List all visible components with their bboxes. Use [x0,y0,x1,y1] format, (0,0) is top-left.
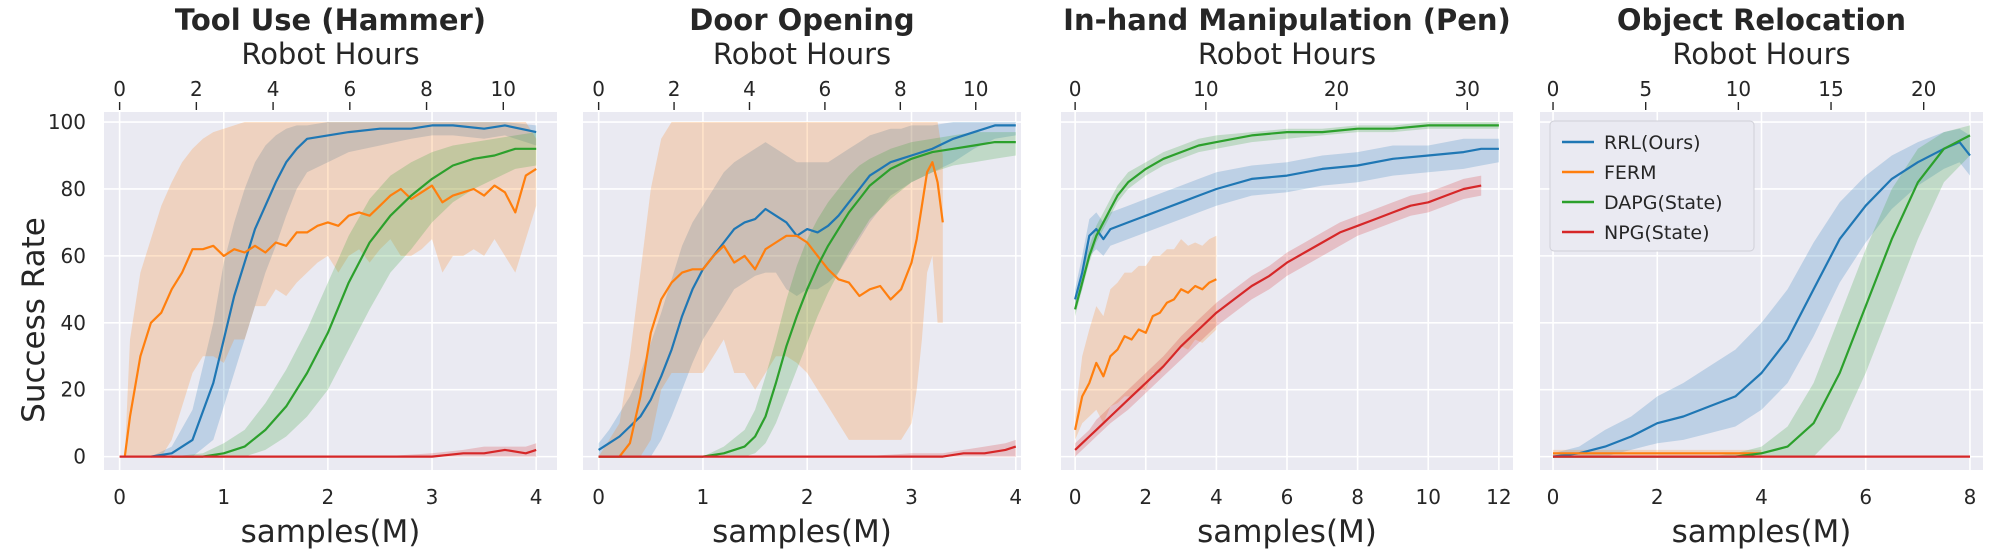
legend-label: NPG(State) [1604,222,1710,244]
plot-area [583,112,1021,470]
top-tick-label: 0 [1547,77,1560,101]
top-tick-label: 10 [1193,77,1218,101]
x-tick-label: 3 [426,485,439,509]
top-axis-label: Robot Hours [713,37,891,71]
panel-title: Tool Use (Hammer) [175,3,486,37]
x-axis-label: samples(M) [1672,514,1852,550]
top-tick-label: 6 [819,77,832,101]
band-ferm [598,122,943,457]
band-rrl-ours [1075,138,1499,310]
line-npg-state [119,448,537,458]
legend-label: DAPG(State) [1604,192,1723,214]
panel-3: 0 2 4 6 8 10 12 0 10 20 30 In-hand Manipulation (Pe… [1061,3,1513,550]
y-tick-label: 40 [61,311,86,335]
panel-title: Object Relocation [1617,3,1906,37]
x-tick-label: 2 [1139,485,1152,509]
band-dapg-state [598,132,1016,457]
x-axis-label: samples(M) [712,514,892,550]
panel-title: Door Opening [689,3,914,37]
x-tick-label: 2 [1651,485,1664,509]
x-tick-label: 2 [322,485,335,509]
top-tick-label: 6 [343,77,356,101]
line-rrl-ours [598,124,1016,451]
band-dapg-state [171,132,537,457]
plot-area [104,112,557,470]
legend: RRL(Ours) FERM DAPG(State) NPG(State) [1549,120,1755,252]
band-ferm [1075,235,1217,440]
top-tick-label: 4 [743,77,756,101]
line-dapg-state [1074,124,1499,310]
band-npg-state [1075,175,1482,457]
y-tick-label: 100 [48,110,86,134]
line-dapg-state [598,141,1016,458]
x-tick-label: 4 [1009,485,1022,509]
x-axis-label: samples(M) [241,514,421,550]
top-tick-label: 0 [592,77,605,101]
top-tick-label: 2 [668,77,681,101]
legend-box [1549,120,1755,252]
x-tick-label: 4 [1210,485,1223,509]
x-tick-label: 0 [1547,485,1560,509]
top-tick-label: 4 [267,77,280,101]
line-ferm [598,161,944,458]
x-tick-label: 0 [113,485,126,509]
x-tick-label: 0 [592,485,605,509]
x-tick-label: 2 [801,485,814,509]
line-ferm [1074,278,1217,431]
line-rrl-ours [150,124,537,458]
top-tick-label: 15 [1818,77,1843,101]
x-tick-label: 6 [1281,485,1294,509]
top-axis-label: Robot Hours [1198,37,1376,71]
x-tick-label: 3 [905,485,918,509]
top-tick-label: 20 [1911,77,1936,101]
panel-title: In-hand Manipulation (Pen) [1063,3,1511,37]
top-tick-label: 8 [894,77,907,101]
x-tick-label: 6 [1859,485,1872,509]
x-tick-label: 12 [1486,485,1511,509]
x-tick-label: 0 [1069,485,1082,509]
top-tick-label: 0 [113,77,126,101]
line-dapg-state [171,147,537,458]
top-tick-label: 10 [491,77,516,101]
band-npg-state [598,439,1016,457]
top-tick-label: 10 [963,77,988,101]
top-axis-label: Robot Hours [241,37,419,71]
line-npg-state [598,445,1017,458]
x-tick-label: 1 [217,485,230,509]
top-tick-label: 20 [1324,77,1349,101]
legend-label: RRL(Ours) [1604,132,1701,154]
y-tick-label: 80 [61,177,86,201]
x-tick-label: 10 [1416,485,1441,509]
band-npg-state [119,443,537,457]
top-axis-label: Robot Hours [1672,37,1850,71]
top-tick-label: 2 [190,77,203,101]
y-tick-label: 60 [61,244,86,268]
line-npg-state [1074,184,1482,451]
x-tick-label: 8 [1964,485,1977,509]
x-tick-label: 1 [697,485,710,509]
y-tick-label: 20 [61,378,86,402]
y-tick-label: 0 [73,445,86,469]
band-dapg-state [1553,125,1970,457]
top-tick-label: 8 [420,77,433,101]
x-tick-label: 8 [1351,485,1364,509]
top-tick-label: 30 [1455,77,1480,101]
band-rrl-ours [150,122,537,457]
line-rrl-ours [1552,141,1971,458]
x-tick-label: 4 [530,485,543,509]
top-tick-label: 10 [1726,77,1751,101]
legend-label: FERM [1604,162,1657,184]
top-tick-label: 5 [1639,77,1652,101]
line-ferm [123,167,537,457]
x-axis-label: samples(M) [1197,514,1377,550]
x-tick-label: 4 [1755,485,1768,509]
top-tick-label: 0 [1069,77,1082,101]
y-axis-label: Success Rate [16,217,52,423]
band-ferm [124,122,537,457]
band-rrl-ours [1553,128,1970,457]
